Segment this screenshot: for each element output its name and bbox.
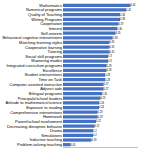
svg-text:Matching learning styles: Matching learning styles	[19, 40, 62, 45]
svg-text:0.19: 0.19	[92, 138, 98, 142]
svg-text:Simulations: Simulations	[41, 133, 62, 138]
svg-text:0.24: 0.24	[99, 105, 105, 109]
svg-text:0.3: 0.3	[108, 54, 112, 58]
svg-text:Problem-solving teaching: Problem-solving teaching	[17, 142, 62, 147]
svg-text:Mathematics: Mathematics	[39, 3, 62, 8]
svg-text:Quality of Teaching: Quality of Teaching	[28, 12, 62, 17]
svg-text:0.24: 0.24	[99, 101, 105, 105]
svg-text:0.23: 0.23	[98, 110, 104, 114]
svg-text:0.35: 0.35	[116, 31, 122, 35]
svg-text:Comprehensive interventions: Comprehensive interventions	[10, 110, 62, 115]
svg-text:0.2: 0.2	[93, 133, 97, 137]
svg-text:0.31: 0.31	[110, 45, 116, 49]
svg-text:0.29: 0.29	[107, 64, 113, 68]
svg-text:Numerical programs: Numerical programs	[26, 7, 62, 12]
svg-text:Adjunct aids: Adjunct aids	[40, 86, 62, 91]
svg-text:0.22: 0.22	[96, 119, 102, 123]
svg-text:0.3: 0.3	[108, 59, 112, 63]
svg-text:0.23: 0.23	[98, 115, 104, 119]
svg-text:0.25: 0.25	[101, 96, 107, 100]
svg-text:Interest: Interest	[49, 26, 63, 31]
svg-text:Inductive teaching: Inductive teaching	[30, 137, 62, 142]
svg-text:0.31: 0.31	[110, 40, 116, 44]
svg-text:Decreasing disruptive behavior: Decreasing disruptive behavior	[7, 124, 63, 129]
svg-text:Mastering modes: Mastering modes	[31, 58, 62, 63]
svg-text:Attitude to mathematics/scienc: Attitude to mathematics/science	[6, 100, 63, 105]
svg-text:Time on Task: Time on Task	[38, 77, 62, 82]
svg-text:Principals/school leaders: Principals/school leaders	[18, 96, 62, 101]
svg-text:0.26: 0.26	[102, 92, 108, 96]
svg-text:Computer assisted instruction: Computer assisted instruction	[9, 82, 62, 87]
svg-text:0.42: 0.42	[126, 8, 132, 12]
svg-text:Tutoring: Tutoring	[47, 49, 62, 54]
svg-text:0.29: 0.29	[107, 68, 113, 72]
svg-text:0.37: 0.37	[119, 22, 125, 26]
svg-text:Cooperative learning: Cooperative learning	[25, 45, 62, 50]
svg-text:Bilingual programs: Bilingual programs	[29, 91, 62, 96]
svg-text:0.33: 0.33	[113, 36, 119, 40]
svg-text:Student interventions: Student interventions	[24, 72, 62, 77]
svg-text:0.2: 0.2	[93, 129, 97, 133]
svg-text:Drama: Drama	[50, 128, 63, 133]
svg-text:0.36: 0.36	[117, 27, 123, 31]
svg-text:0.05: 0.05	[71, 143, 77, 147]
svg-text:0.38: 0.38	[120, 17, 126, 21]
svg-text:Homework: Homework	[43, 114, 62, 119]
svg-text:0.27: 0.27	[104, 82, 110, 86]
svg-text:Self-esteem: Self-esteem	[41, 31, 63, 36]
svg-text:0.21: 0.21	[95, 124, 101, 128]
svg-text:Excellence: Excellence	[43, 68, 63, 73]
svg-text:Writing Programs: Writing Programs	[31, 17, 62, 22]
svg-text:Parent/school involvement: Parent/school involvement	[15, 119, 63, 124]
svg-text:Cooperation: Cooperation	[40, 21, 62, 26]
svg-text:Behavioral cognitive intervent: Behavioral cognitive interventions	[2, 35, 62, 40]
svg-text:0.45: 0.45	[131, 3, 137, 7]
svg-text:0.31: 0.31	[110, 50, 116, 54]
svg-text:0.38: 0.38	[120, 13, 126, 17]
svg-text:0.28: 0.28	[105, 78, 111, 82]
svg-text:0.27: 0.27	[104, 87, 110, 91]
svg-text:Social skill programs: Social skill programs	[25, 54, 62, 59]
svg-text:Integrated curriculum programs: Integrated curriculum programs	[6, 63, 62, 68]
svg-text:0.28: 0.28	[105, 73, 111, 77]
svg-text:Exposure to reading: Exposure to reading	[26, 105, 62, 110]
